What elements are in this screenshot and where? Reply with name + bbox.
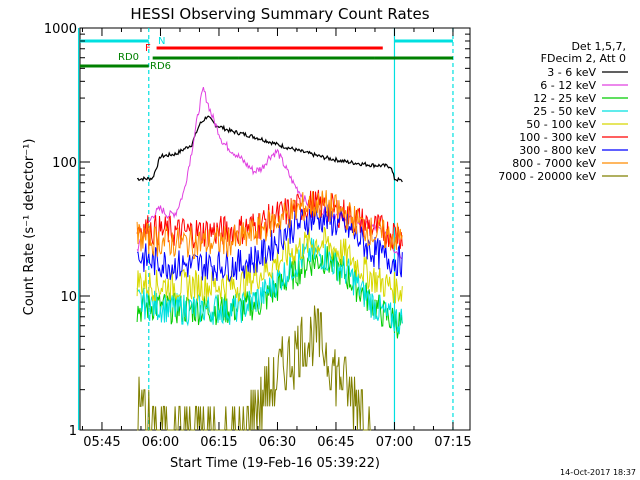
flag-bars: NF RD0 RD6 [80, 36, 453, 72]
legend-entry: 25 - 50 keV [533, 105, 596, 118]
plot-border [79, 27, 471, 431]
legend-entry: 50 - 100 keV [526, 118, 596, 131]
timestamp: 14-Oct-2017 18:37 [560, 468, 636, 477]
legend-entry: 300 - 800 keV [519, 144, 596, 157]
legend-entry: 3 - 6 keV [547, 66, 596, 79]
flag-label-f: F [145, 43, 151, 54]
flag-label-rd0: RD0 [118, 52, 139, 63]
x-tick-label: 06:45 [317, 435, 354, 450]
legend-entry: 12 - 25 keV [533, 92, 596, 105]
legend-entry: 6 - 12 keV [540, 79, 596, 92]
flag-label-rd6: RD6 [150, 61, 171, 72]
x-tick-label: 07:00 [376, 435, 413, 450]
legend-entry: 100 - 300 keV [519, 131, 596, 144]
axis-ticks: 05:45 06:00 06:15 06:30 06:45 07:00 07:15 1 10 10… [44, 22, 472, 450]
y-axis-label: Count Rate (s⁻¹ detector⁻¹) [22, 139, 37, 316]
y-tick-label: 10 [60, 290, 77, 305]
x-tick-label: 06:30 [259, 435, 296, 450]
series-line-3-6kev [136, 115, 403, 183]
y-tick-label: 100 [52, 156, 77, 171]
x-tick-label: 07:15 [434, 435, 471, 450]
series-line-12-25kev [136, 246, 403, 339]
flag-label-n: N [158, 36, 165, 47]
legend-header: FDecim 2, Att 0 [541, 52, 626, 65]
vertical-markers [77, 28, 454, 430]
y-tick-label: 1000 [44, 22, 77, 37]
legend-entry: 800 - 7000 keV [512, 157, 596, 170]
series-line-6-12kev [136, 86, 403, 259]
series-line-800-7000kev [136, 190, 403, 260]
series-line-300-800kev [137, 204, 403, 283]
x-tick-label: 06:00 [142, 435, 179, 450]
series-line-50-100kev [136, 226, 403, 304]
legend-entry: 7000 - 20000 keV [498, 170, 596, 183]
x-tick-label: 06:15 [200, 435, 237, 450]
x-tick-label: 05:45 [83, 435, 120, 450]
plot-frame [79, 27, 471, 431]
series-layer [136, 86, 403, 431]
y-tick-label: 1 [69, 424, 77, 439]
series-line-25-50kev [136, 237, 403, 335]
legend-header: Det 1,5,7, [571, 40, 626, 53]
chart-title: HESSI Observing Summary Count Rates [130, 5, 429, 23]
x-axis-label: Start Time (19-Feb-16 05:39:22) [170, 456, 380, 471]
series-line-7000-20000kev [137, 305, 372, 431]
